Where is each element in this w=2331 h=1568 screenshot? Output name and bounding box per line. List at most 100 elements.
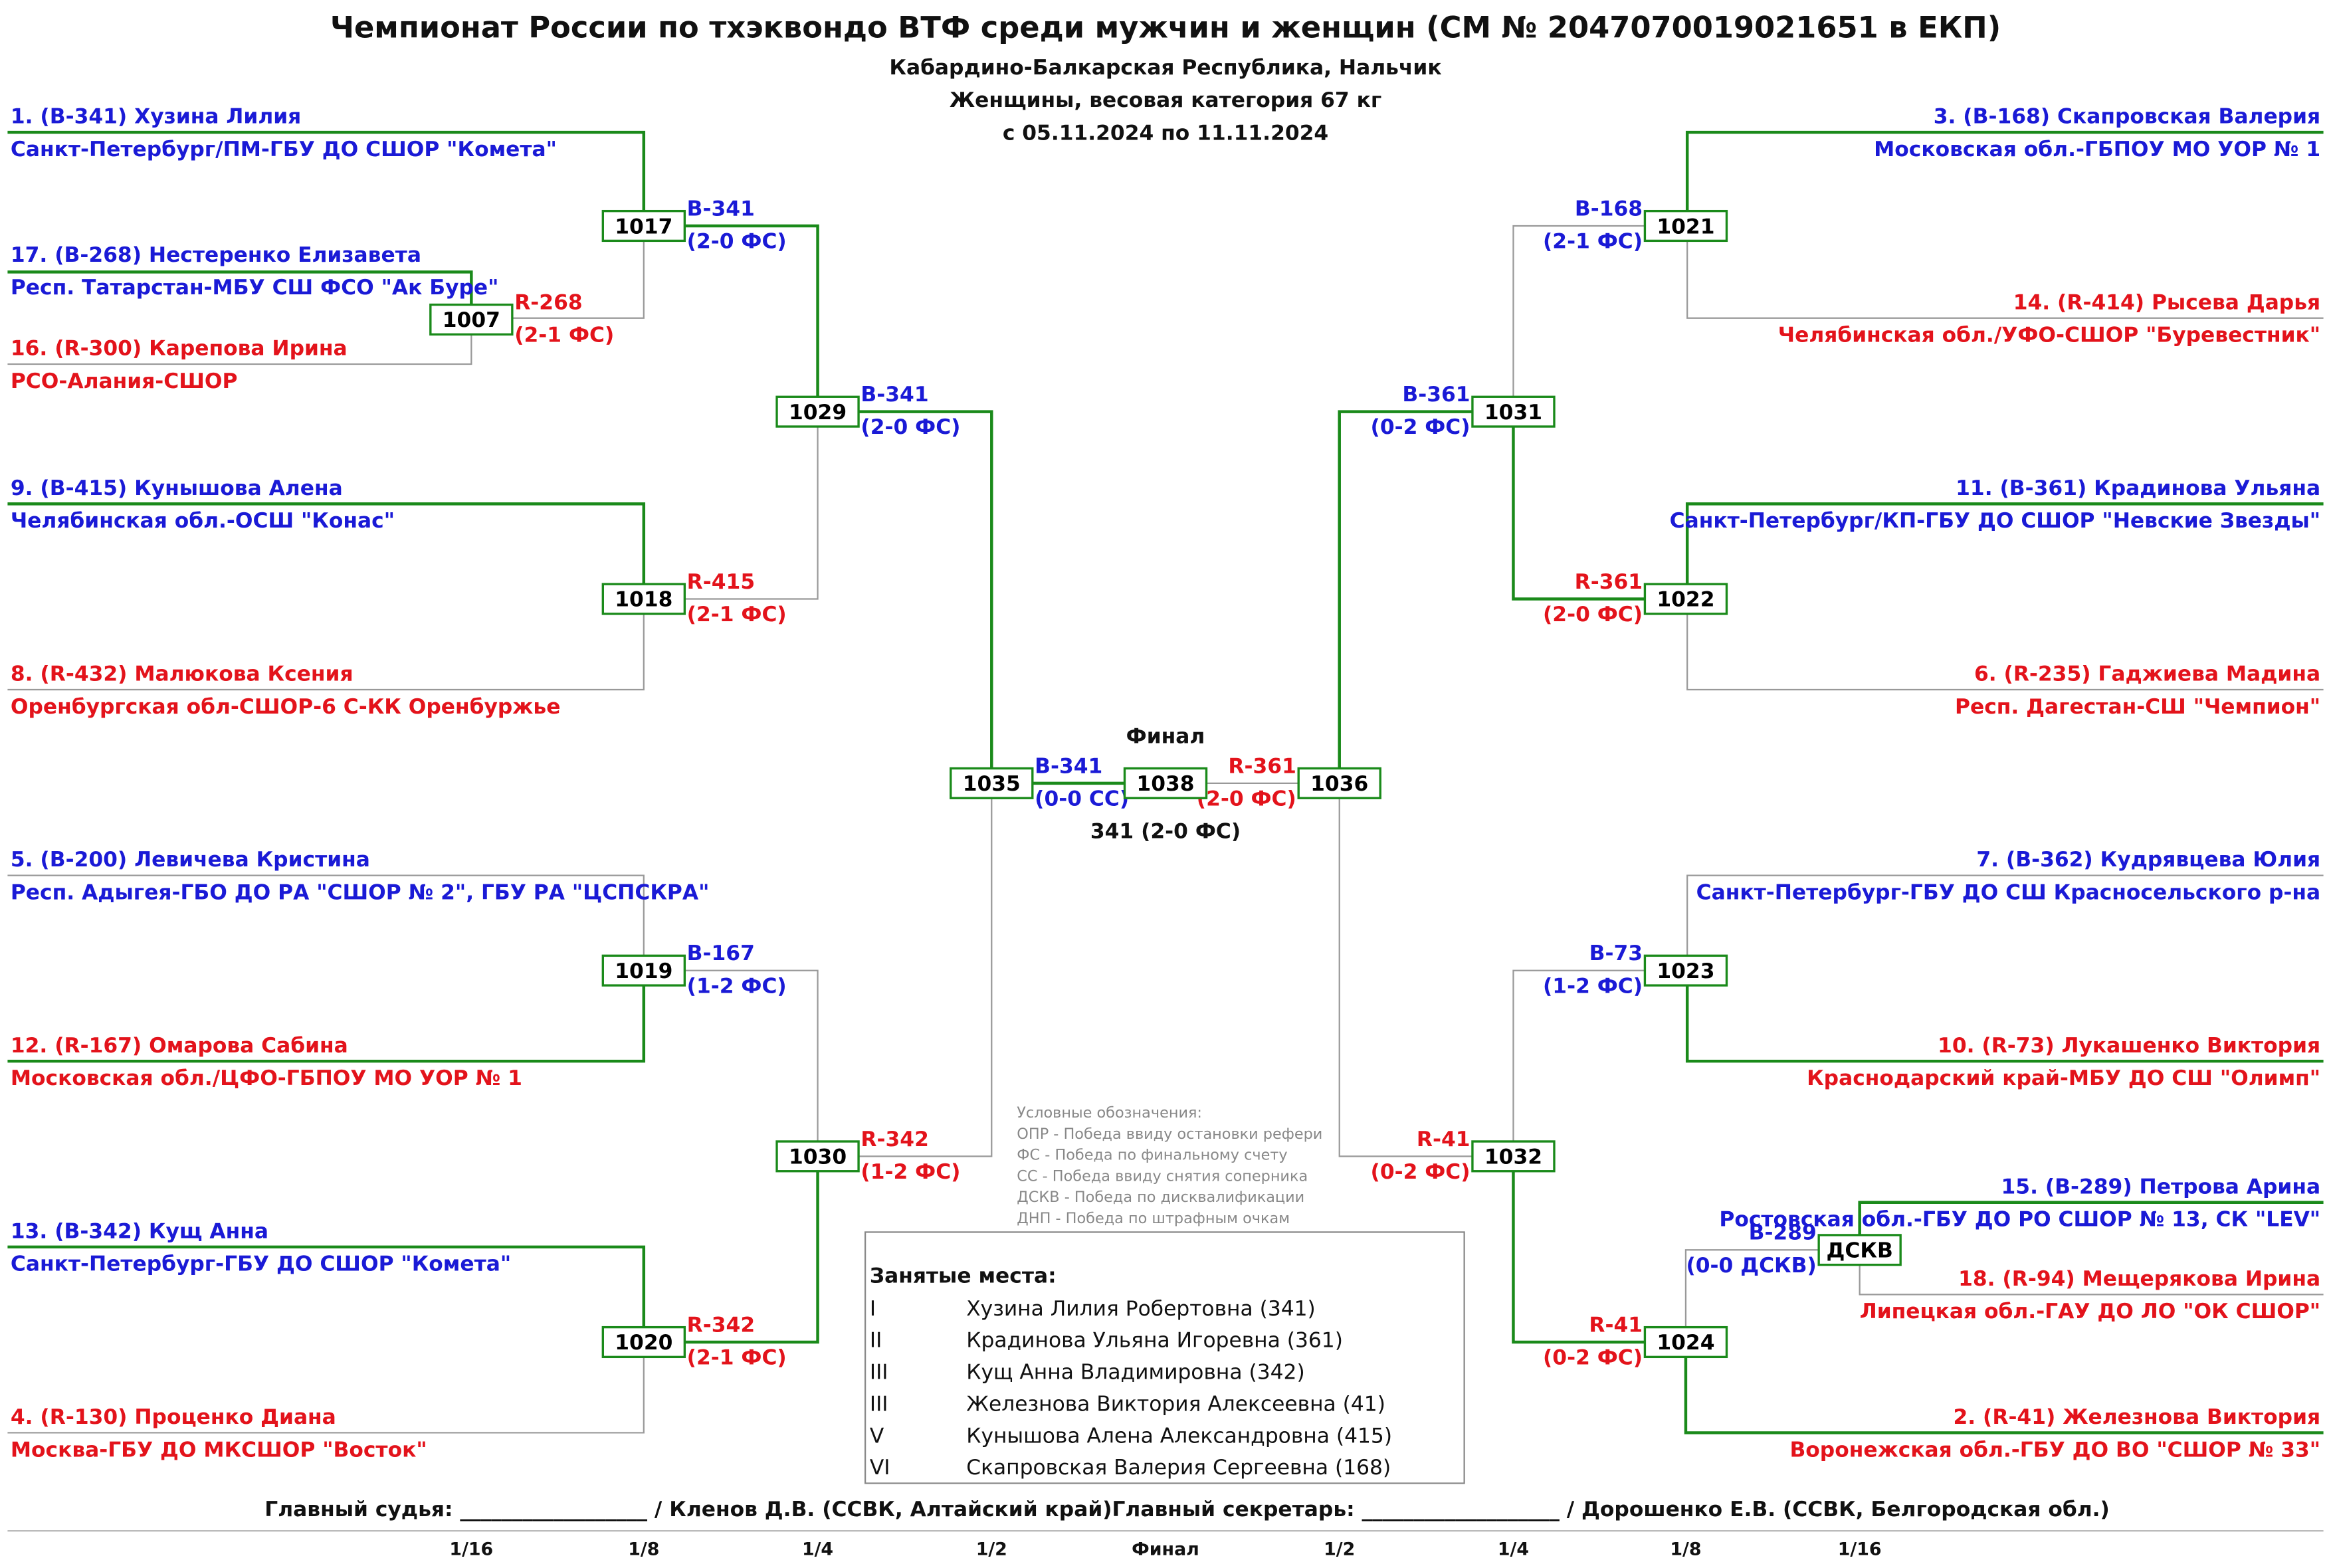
round-label: Финал xyxy=(1132,1539,1199,1560)
match-score: (2-1 ФС) xyxy=(687,603,787,627)
connector xyxy=(1684,1249,1819,1327)
match-winner: B-168 xyxy=(1575,197,1643,221)
athlete-club: Санкт-Петербург/ПМ-ГБУ ДО СШОР "Комета" xyxy=(11,138,557,161)
match-id: 1023 xyxy=(1657,959,1714,983)
match-winner: R-415 xyxy=(687,570,755,594)
athlete-club: Оренбургская обл-СШОР-6 С-КК Оренбуржье xyxy=(11,695,561,719)
connector xyxy=(1512,225,1646,397)
match-id: 1030 xyxy=(789,1145,847,1169)
connector xyxy=(685,1171,819,1344)
connector xyxy=(1686,874,2324,956)
match-box xyxy=(601,1325,686,1359)
athlete-name: 5. (B-200) Левичева Кристина xyxy=(11,848,370,872)
match-score: (2-1 ФС) xyxy=(514,324,614,347)
judge: Главный судья: __________________ / Клен… xyxy=(264,1498,1112,1521)
connector xyxy=(1338,410,1472,769)
connector xyxy=(859,798,993,1157)
match-score: (0-0 ДСКВ) xyxy=(1686,1254,1816,1278)
match-score: (2-1 ФС) xyxy=(1543,230,1643,254)
athlete-club: Москва-ГБУ ДО МКСШОР "Восток" xyxy=(11,1438,427,1462)
athlete-name: 16. (R-300) Карепова Ирина xyxy=(11,337,348,361)
athlete-club: Краснодарский край-МБУ ДО СШ "Олимп" xyxy=(1807,1066,2320,1090)
match-box xyxy=(1123,767,1208,799)
match-score: (2-0 ФС) xyxy=(1543,603,1643,627)
legend-item: ОПР - Победа ввиду остановки рефери xyxy=(1017,1126,1322,1143)
subtitle: Кабардино-Балкарская Республика, Нальчик xyxy=(889,56,1441,80)
legend-item: ФС - Победа по финальному счету xyxy=(1017,1147,1287,1164)
places-box xyxy=(864,1231,1465,1484)
match-winner: B-361 xyxy=(1402,383,1470,407)
athlete-name: 9. (B-415) Кунышова Алена xyxy=(11,476,343,500)
connector xyxy=(7,613,645,691)
subtitle: Женщины, весовая категория 67 кг xyxy=(950,88,1381,112)
place-name: Хузина Лилия Робертовна (341) xyxy=(966,1297,1316,1321)
connector xyxy=(1686,241,2324,319)
match-winner: B-341 xyxy=(1035,754,1102,778)
match-id: ДСКВ xyxy=(1827,1239,1893,1263)
match-box xyxy=(1643,209,1728,243)
round-label: 1/4 xyxy=(802,1539,833,1560)
athlete-club: Респ. Татарстан-МБУ СШ ФСО "Ак Буре" xyxy=(11,276,499,300)
match-box xyxy=(1471,1140,1556,1173)
athlete-name: 7. (B-362) Кудрявцева Юлия xyxy=(1976,848,2320,872)
athlete-name: 18. (R-94) Мещерякова Ирина xyxy=(1958,1267,2320,1291)
athlete-club: Московская обл./ЦФО-ГБПОУ МО УОР № 1 xyxy=(11,1066,522,1090)
match-score: (0-2 ФС) xyxy=(1371,1160,1470,1184)
match-winner: B-289 xyxy=(1749,1221,1817,1245)
match-box xyxy=(1643,583,1728,615)
legend-item: ДСКВ - Победа по дисквалификации xyxy=(1017,1189,1304,1206)
match-box xyxy=(601,209,686,243)
connector xyxy=(7,1245,646,1327)
connector xyxy=(7,874,645,956)
athlete-club: Липецкая обл.-ГАУ ДО ЛО "ОК СШОР" xyxy=(1860,1300,2320,1323)
match-id: 1020 xyxy=(615,1331,672,1355)
final-result: 341 (2-0 ФС) xyxy=(1090,820,1241,844)
match-id: 1022 xyxy=(1657,588,1714,612)
match-box xyxy=(429,303,514,336)
match-score: (1-2 ФС) xyxy=(861,1160,960,1184)
connector xyxy=(7,985,646,1063)
match-id: 1038 xyxy=(1136,772,1194,796)
athlete-club: Челябинская обл./УФО-СШОР "Буревестник" xyxy=(1778,324,2320,347)
athlete-club: Санкт-Петербург-ГБУ ДО СШОР "Комета" xyxy=(11,1252,511,1276)
match-winner: R-361 xyxy=(1228,754,1296,778)
athlete-club: Московская обл.-ГБПОУ МО УОР № 1 xyxy=(1874,138,2320,161)
match-winner: B-167 xyxy=(687,941,755,965)
athlete-club: Челябинская обл.-ОСШ "Конас" xyxy=(11,509,395,533)
match-box xyxy=(775,395,860,428)
athlete-club: Санкт-Петербург/КП-ГБУ ДО СШОР "Невские … xyxy=(1670,509,2320,533)
connector xyxy=(1684,1357,2324,1434)
connector xyxy=(7,502,646,585)
match-box xyxy=(601,583,686,615)
place-rank: I xyxy=(870,1297,876,1321)
match-winner: R-41 xyxy=(1417,1127,1470,1151)
match-box xyxy=(601,954,686,987)
match-winner: R-342 xyxy=(861,1127,928,1151)
athlete-club: Респ. Адыгея-ГБО ДО РА "СШОР № 2", ГБУ Р… xyxy=(11,880,710,904)
match-id: 1029 xyxy=(789,401,847,425)
round-label: 1/2 xyxy=(976,1539,1007,1560)
match-score: (0-0 СС) xyxy=(1035,787,1129,811)
connector xyxy=(512,241,645,319)
match-box xyxy=(950,767,1034,799)
subtitle: с 05.11.2024 по 11.11.2024 xyxy=(1003,121,1328,145)
match-id: 1036 xyxy=(1310,772,1368,796)
final-title: Финал xyxy=(1126,725,1205,749)
connector xyxy=(1685,502,2324,585)
title: Чемпионат России по тхэквондо ВТФ среди … xyxy=(330,10,2001,45)
place-rank: V xyxy=(870,1424,884,1448)
match-id: 1035 xyxy=(963,772,1021,796)
match-id: 1007 xyxy=(443,308,500,332)
match-winner: R-41 xyxy=(1589,1313,1643,1337)
athlete-club: Ростовская обл.-ГБУ ДО РО СШОР № 13, СК … xyxy=(1719,1208,2320,1232)
match-id: 1031 xyxy=(1484,401,1542,425)
match-box xyxy=(1471,395,1556,428)
athlete-club: Санкт-Петербург-ГБУ ДО СШ Красносельског… xyxy=(1696,880,2320,904)
match-score: (0-2 ФС) xyxy=(1371,415,1470,439)
match-score: (2-1 ФС) xyxy=(687,1346,787,1370)
connector xyxy=(1685,130,2324,211)
match-score: (2-0 ФС) xyxy=(1197,787,1296,811)
round-label: 1/16 xyxy=(449,1539,493,1560)
match-score: (2-0 ФС) xyxy=(861,415,960,439)
connector xyxy=(1859,1264,2324,1296)
